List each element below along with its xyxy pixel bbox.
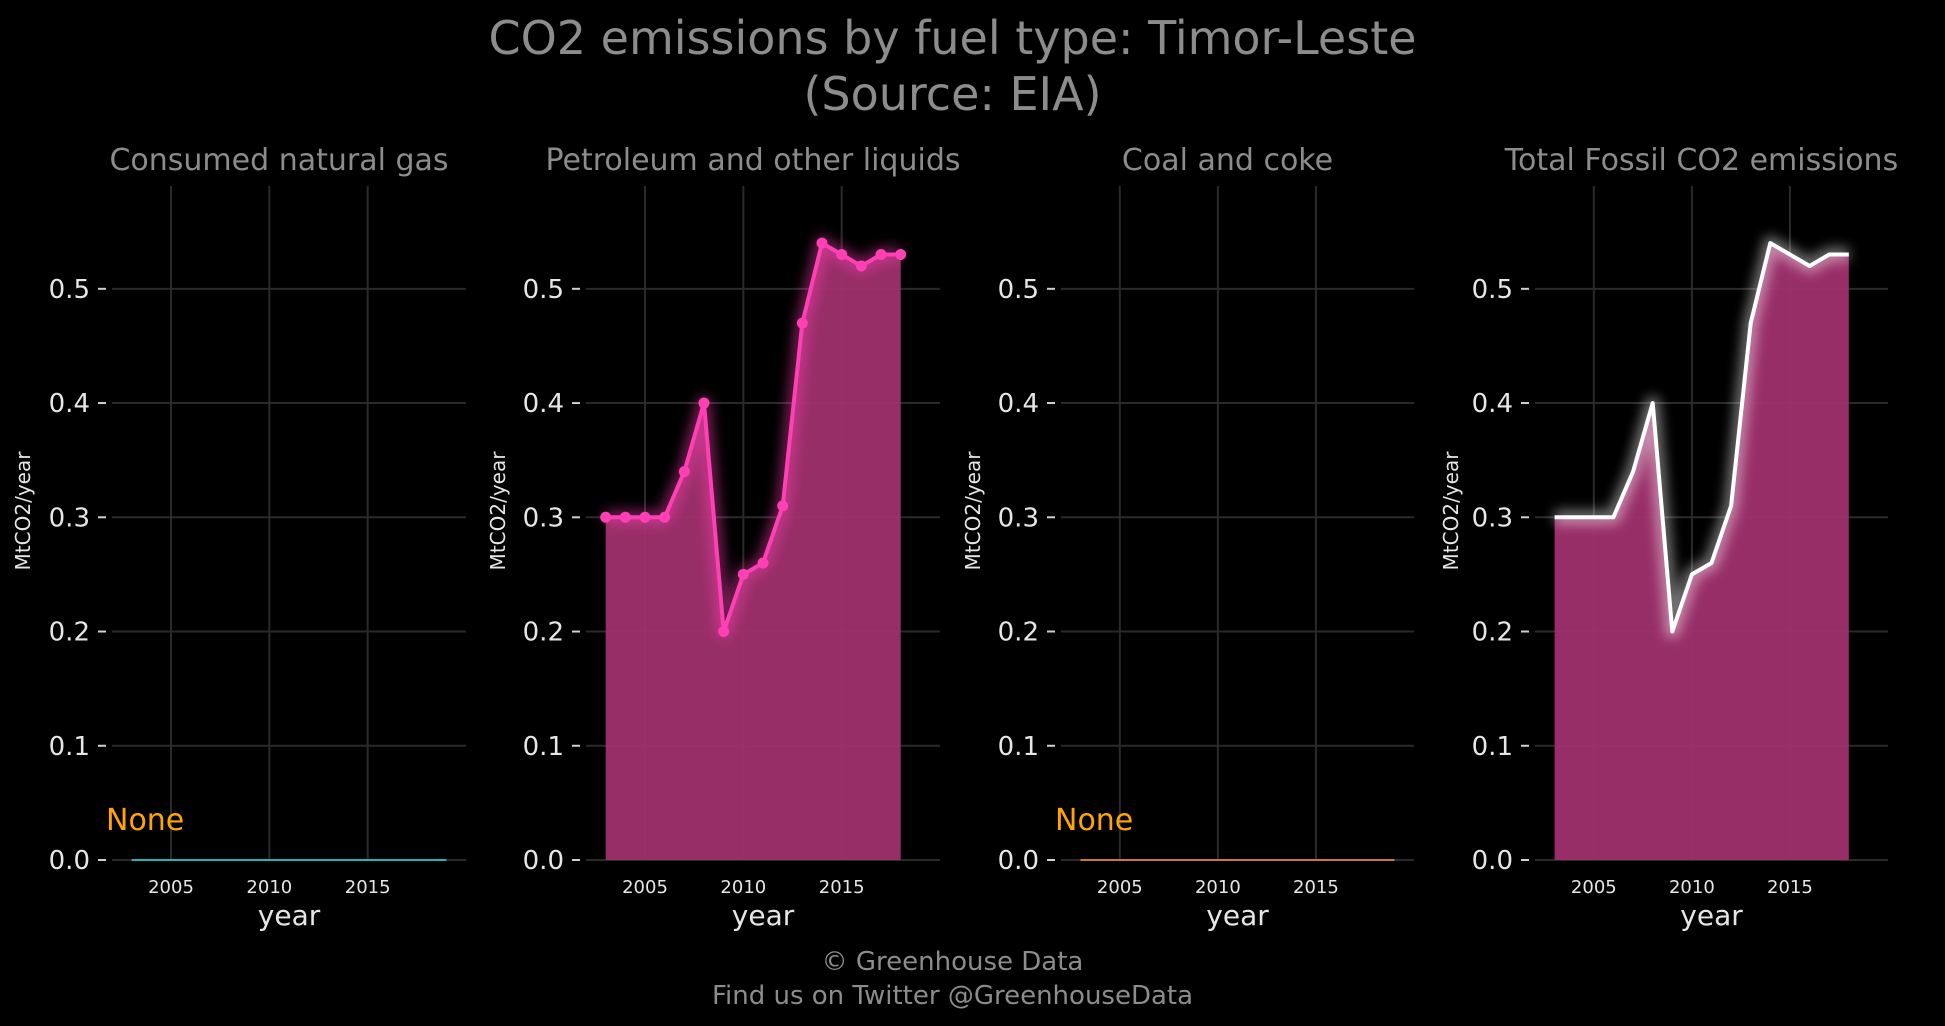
none-annotation: None — [1055, 803, 1133, 838]
footer-copyright: © Greenhouse Data — [821, 947, 1084, 977]
series-line — [605, 241, 901, 634]
panel-title: Coal and coke — [1122, 143, 1333, 178]
y-tick-label: 0.2 — [49, 618, 90, 648]
data-point — [718, 626, 730, 638]
data-point — [639, 511, 651, 523]
y-tick-label: 0.4 — [49, 389, 90, 419]
x-tick-label: 2005 — [148, 877, 194, 898]
chart-title: CO2 emissions by fuel type: Timor-Leste — [488, 11, 1417, 65]
y-tick-label: 0.5 — [1472, 275, 1513, 305]
y-tick-label: 0.3 — [523, 503, 564, 533]
y-tick-label: 0.3 — [1472, 503, 1513, 533]
data-point — [659, 511, 671, 523]
x-axis-label: year — [258, 899, 321, 932]
y-tick-label: 0.3 — [998, 503, 1039, 533]
y-tick-label: 0.1 — [998, 732, 1039, 762]
panel-title: Consumed natural gas — [109, 143, 448, 178]
y-axis-label: MtCO2/year — [961, 451, 985, 571]
y-tick-label: 0.0 — [998, 846, 1039, 876]
data-point — [777, 500, 789, 512]
y-tick-label: 0.4 — [523, 389, 564, 419]
data-point — [737, 568, 749, 580]
y-tick-label: 0.5 — [998, 275, 1039, 305]
x-tick-label: 2015 — [1293, 877, 1339, 898]
y-axis-label: MtCO2/year — [11, 451, 35, 571]
x-axis-label: year — [732, 899, 795, 932]
series-line — [1554, 241, 1849, 634]
data-point — [816, 237, 828, 249]
data-point — [895, 249, 907, 261]
data-point — [855, 260, 867, 272]
data-point — [836, 249, 848, 261]
data-point — [875, 249, 887, 261]
panel-3 — [1047, 186, 1414, 861]
data-point — [619, 511, 631, 523]
data-point — [678, 466, 690, 478]
y-tick-label: 0.1 — [49, 732, 90, 762]
y-axis-label: MtCO2/year — [486, 451, 510, 571]
x-tick-label: 2010 — [246, 877, 292, 898]
x-tick-label: 2015 — [819, 877, 865, 898]
panel-2 — [572, 186, 940, 861]
y-tick-label: 0.4 — [998, 389, 1039, 419]
chart-subtitle: (Source: EIA) — [803, 67, 1102, 121]
y-tick-label: 0.0 — [523, 846, 564, 876]
panel-title: Petroleum and other liquids — [545, 143, 960, 178]
data-point — [757, 557, 769, 569]
none-annotation: None — [106, 803, 184, 838]
x-tick-label: 2010 — [1669, 877, 1715, 898]
x-tick-label: 2015 — [345, 877, 391, 898]
y-tick-label: 0.5 — [49, 275, 90, 305]
footer-twitter: Find us on Twitter @GreenhouseData — [711, 981, 1194, 1011]
y-tick-label: 0.1 — [1472, 732, 1513, 762]
area-fill — [1554, 243, 1849, 861]
x-tick-label: 2010 — [1195, 877, 1241, 898]
x-tick-label: 2005 — [622, 877, 668, 898]
y-tick-label: 0.2 — [523, 618, 564, 648]
y-tick-label: 0.4 — [1472, 389, 1513, 419]
y-tick-label: 0.0 — [1472, 846, 1513, 876]
panel-title: Total Fossil CO2 emissions — [1504, 143, 1898, 178]
area-fill — [605, 243, 901, 861]
y-tick-label: 0.2 — [1472, 618, 1513, 648]
y-tick-label: 0.1 — [523, 732, 564, 762]
y-tick-label: 0.2 — [998, 618, 1039, 648]
panel-4 — [1521, 186, 1888, 861]
y-tick-label: 0.0 — [49, 846, 90, 876]
panel-1 — [98, 186, 466, 861]
x-tick-label: 2015 — [1767, 877, 1813, 898]
y-tick-label: 0.5 — [523, 275, 564, 305]
x-tick-label: 2010 — [720, 877, 766, 898]
data-point — [698, 397, 710, 409]
x-axis-label: year — [1680, 899, 1743, 932]
x-tick-label: 2005 — [1571, 877, 1617, 898]
x-tick-label: 2005 — [1097, 877, 1143, 898]
data-point — [600, 511, 612, 523]
x-axis-label: year — [1206, 899, 1269, 932]
data-point — [796, 317, 808, 329]
y-tick-label: 0.3 — [49, 503, 90, 533]
y-axis-label: MtCO2/year — [1439, 451, 1463, 571]
